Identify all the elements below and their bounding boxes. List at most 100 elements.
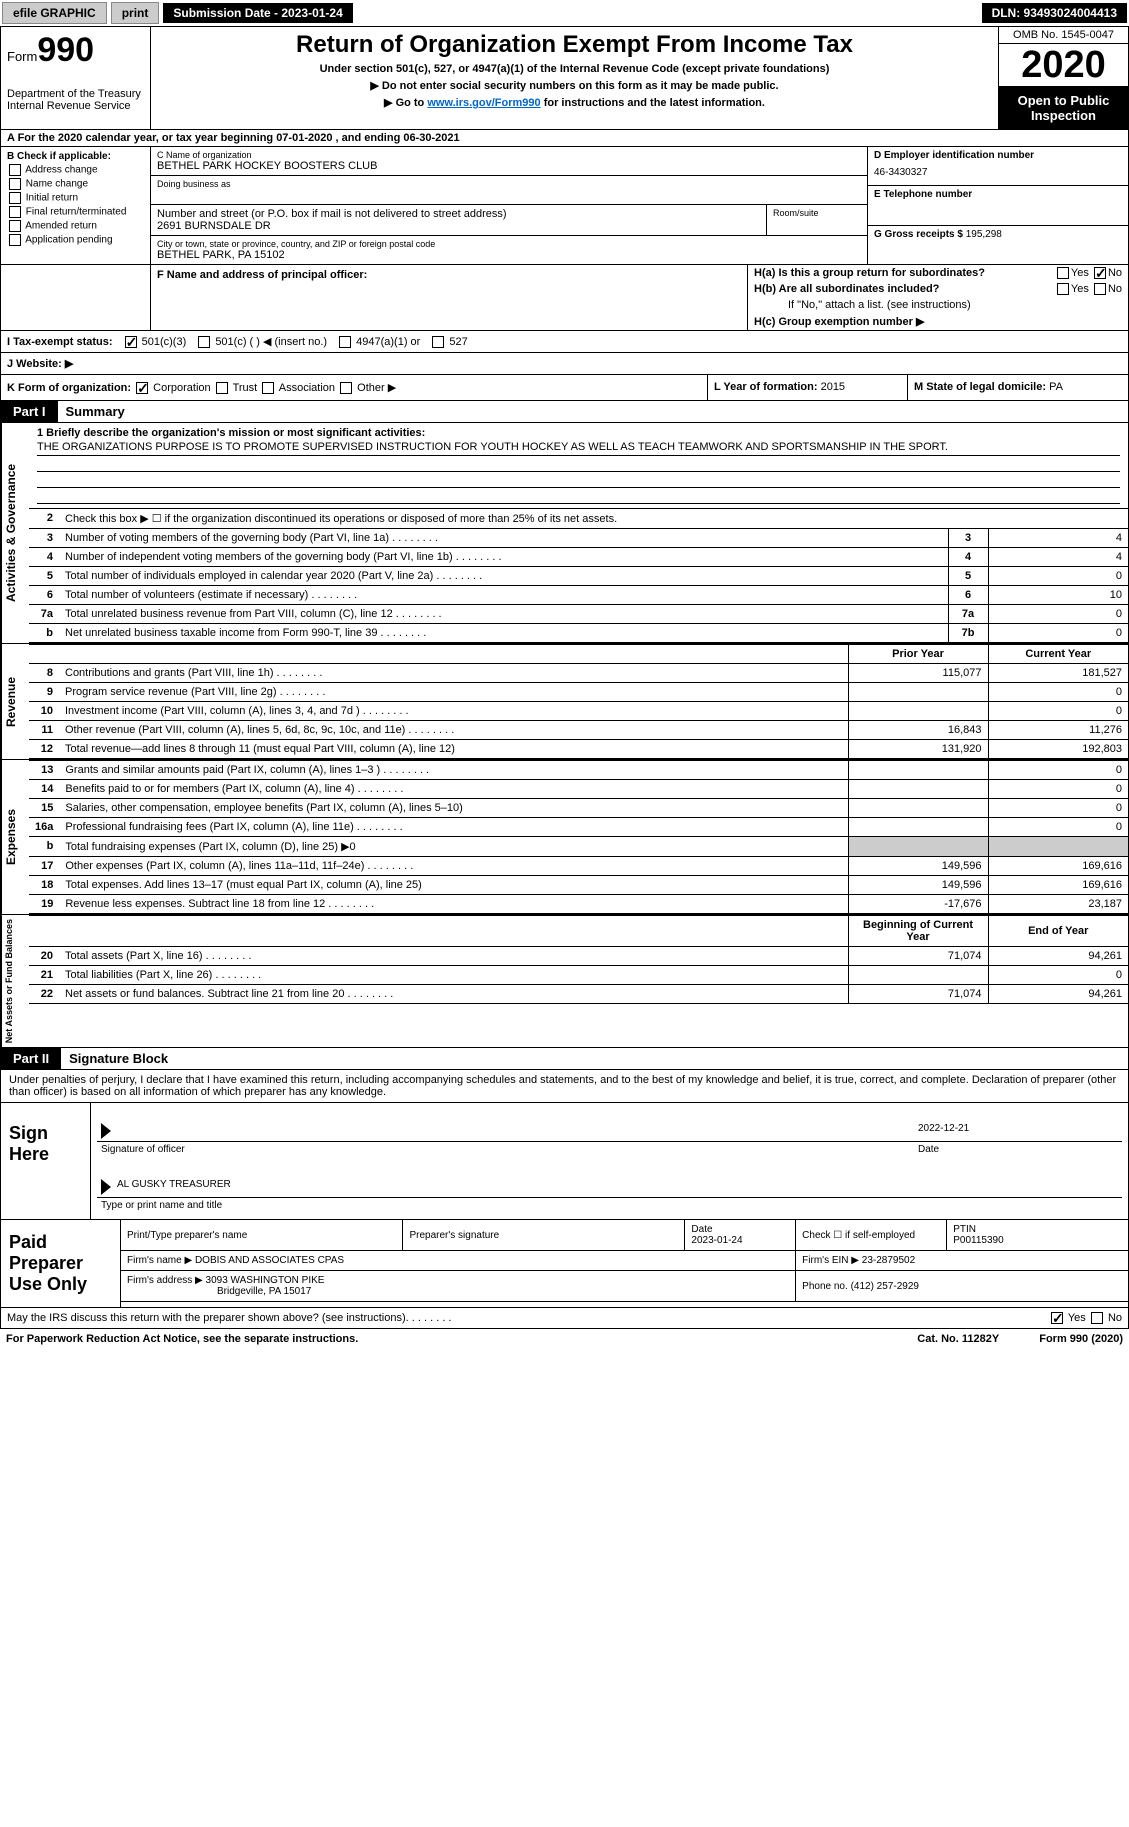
chk-4947[interactable]: 4947(a)(1) or bbox=[337, 336, 420, 348]
table-row: 5Total number of individuals employed in… bbox=[29, 567, 1128, 586]
table-row: 19Revenue less expenses. Subtract line 1… bbox=[29, 895, 1128, 914]
omb-number: OMB No. 1545-0047 bbox=[999, 27, 1128, 44]
table-row: 13Grants and similar amounts paid (Part … bbox=[29, 761, 1128, 780]
h-c: H(c) Group exemption number ▶ bbox=[748, 313, 1128, 330]
print-button[interactable]: print bbox=[111, 2, 160, 24]
paid-preparer-block: Paid Preparer Use Only Print/Type prepar… bbox=[0, 1220, 1129, 1308]
form-header: Form990 Department of the Treasury Inter… bbox=[0, 26, 1129, 130]
side-label-ag: Activities & Governance bbox=[1, 423, 29, 643]
table-row: 4Number of independent voting members of… bbox=[29, 548, 1128, 567]
chk-discuss-yes[interactable] bbox=[1051, 1312, 1063, 1324]
chk-final-return[interactable]: Final return/terminated bbox=[7, 206, 144, 218]
chk-application-pending[interactable]: Application pending bbox=[7, 234, 144, 246]
tax-year-range: A For the 2020 calendar year, or tax yea… bbox=[0, 130, 1129, 147]
revenue-section: Revenue Prior YearCurrent Year 8Contribu… bbox=[0, 644, 1129, 760]
address-label: Number and street (or P.O. box if mail i… bbox=[157, 208, 760, 220]
dba-label: Doing business as bbox=[157, 179, 861, 189]
chk-discuss-no[interactable] bbox=[1091, 1312, 1103, 1324]
chk-initial-return[interactable]: Initial return bbox=[7, 192, 144, 204]
open-inspection: Open to Public Inspection bbox=[999, 87, 1128, 129]
form-org-row: K Form of organization: Corporation Trus… bbox=[0, 375, 1129, 401]
signature-block: Under penalties of perjury, I declare th… bbox=[0, 1070, 1129, 1220]
org-info-grid: B Check if applicable: Address change Na… bbox=[0, 147, 1129, 265]
table-row: 15Salaries, other compensation, employee… bbox=[29, 799, 1128, 818]
h-b: H(b) Are all subordinates included? Yes … bbox=[748, 281, 1128, 297]
activities-governance: Activities & Governance 1 Briefly descri… bbox=[0, 423, 1129, 644]
table-row: Firm's address ▶ 3093 WASHINGTON PIKEBri… bbox=[121, 1271, 1128, 1302]
chk-name-change[interactable]: Name change bbox=[7, 178, 144, 190]
section-b-header: B Check if applicable: bbox=[7, 151, 144, 162]
table-row: 9Program service revenue (Part VIII, lin… bbox=[29, 683, 1128, 702]
submission-date: Submission Date - 2023-01-24 bbox=[163, 3, 352, 23]
table-row: 17Other expenses (Part IX, column (A), l… bbox=[29, 857, 1128, 876]
part-1-header: Part I Summary bbox=[0, 401, 1129, 423]
paperwork-notice: For Paperwork Reduction Act Notice, see … bbox=[6, 1333, 358, 1345]
state-domicile: PA bbox=[1049, 381, 1063, 393]
declaration-text: Under penalties of perjury, I declare th… bbox=[1, 1070, 1128, 1102]
net-assets-section: Net Assets or Fund Balances Beginning of… bbox=[0, 915, 1129, 1048]
chk-amended-return[interactable]: Amended return bbox=[7, 220, 144, 232]
sign-date: 2022-12-21 bbox=[918, 1123, 1118, 1139]
table-row: Firm's name ▶ DOBIS AND ASSOCIATES CPAS … bbox=[121, 1251, 1128, 1271]
h-b-note: If "No," attach a list. (see instruction… bbox=[748, 297, 1128, 313]
form-page: Form 990 (2020) bbox=[1039, 1333, 1123, 1345]
mission-text: THE ORGANIZATIONS PURPOSE IS TO PROMOTE … bbox=[37, 439, 1120, 456]
table-row: 3Number of voting members of the governi… bbox=[29, 529, 1128, 548]
dln: DLN: 93493024004413 bbox=[982, 3, 1127, 23]
table-row: 11Other revenue (Part VIII, column (A), … bbox=[29, 721, 1128, 740]
h-a: H(a) Is this a group return for subordin… bbox=[748, 265, 1128, 281]
ein: 46-3430327 bbox=[874, 167, 1122, 178]
table-row: 8Contributions and grants (Part VIII, li… bbox=[29, 664, 1128, 683]
expenses-section: Expenses 13Grants and similar amounts pa… bbox=[0, 760, 1129, 915]
subtitle-3: ▶ Go to www.irs.gov/Form990 for instruct… bbox=[157, 96, 992, 109]
chk-corporation[interactable]: Corporation bbox=[134, 382, 211, 394]
chk-501c[interactable]: 501(c) ( ) ◀ (insert no.) bbox=[196, 335, 327, 348]
chk-trust[interactable]: Trust bbox=[214, 382, 258, 394]
sig-officer-label: Signature of officer bbox=[101, 1144, 918, 1155]
table-row: 20Total assets (Part X, line 16) . . . .… bbox=[29, 947, 1128, 966]
website-row: J Website: ▶ bbox=[0, 353, 1129, 375]
table-row: 22Net assets or fund balances. Subtract … bbox=[29, 985, 1128, 1004]
table-row: 16aProfessional fundraising fees (Part I… bbox=[29, 818, 1128, 837]
efile-button[interactable]: efile GRAPHIC bbox=[2, 2, 107, 24]
side-label-revenue: Revenue bbox=[1, 644, 29, 759]
chk-association[interactable]: Association bbox=[260, 382, 335, 394]
page-footer: For Paperwork Reduction Act Notice, see … bbox=[0, 1329, 1129, 1349]
principal-officer: F Name and address of principal officer: bbox=[151, 265, 748, 330]
dept-label: Department of the Treasury Internal Reve… bbox=[7, 88, 144, 112]
org-name-label: C Name of organization bbox=[157, 150, 861, 160]
gross-receipts: 195,298 bbox=[966, 229, 1002, 240]
subtitle-1: Under section 501(c), 527, or 4947(a)(1)… bbox=[157, 63, 992, 75]
form-number: Form990 bbox=[7, 31, 144, 70]
form-title: Return of Organization Exempt From Incom… bbox=[157, 31, 992, 59]
cat-no: Cat. No. 11282Y bbox=[917, 1333, 999, 1345]
chk-527[interactable]: 527 bbox=[430, 336, 467, 348]
subtitle-2: ▶ Do not enter social security numbers o… bbox=[157, 79, 992, 92]
part-2-header: Part II Signature Block bbox=[0, 1048, 1129, 1070]
tax-year: 2020 bbox=[999, 44, 1128, 87]
table-row: 6Total number of volunteers (estimate if… bbox=[29, 586, 1128, 605]
sign-here-label: Sign Here bbox=[1, 1103, 91, 1219]
city-state-zip: BETHEL PARK, PA 15102 bbox=[157, 249, 861, 261]
table-row: 10Investment income (Part VIII, column (… bbox=[29, 702, 1128, 721]
ein-label: D Employer identification number bbox=[874, 150, 1122, 161]
date-label: Date bbox=[918, 1144, 1118, 1155]
officer-group-row: F Name and address of principal officer:… bbox=[0, 265, 1129, 331]
year-formation: 2015 bbox=[821, 381, 845, 393]
table-row: 12Total revenue—add lines 8 through 11 (… bbox=[29, 740, 1128, 759]
irs-link[interactable]: www.irs.gov/Form990 bbox=[427, 97, 540, 109]
mission-question: 1 Briefly describe the organization's mi… bbox=[37, 427, 1120, 439]
table-row: 21Total liabilities (Part X, line 26) . … bbox=[29, 966, 1128, 985]
arrow-icon bbox=[101, 1179, 111, 1195]
chk-address-change[interactable]: Address change bbox=[7, 164, 144, 176]
net-assets-table: Beginning of Current YearEnd of Year 20T… bbox=[29, 915, 1128, 1004]
table-row: 7aTotal unrelated business revenue from … bbox=[29, 605, 1128, 624]
table-row: 18Total expenses. Add lines 13–17 (must … bbox=[29, 876, 1128, 895]
table-row: 14Benefits paid to or for members (Part … bbox=[29, 780, 1128, 799]
chk-other[interactable]: Other ▶ bbox=[338, 382, 396, 394]
officer-name: AL GUSKY TREASURER bbox=[117, 1179, 231, 1195]
table-row: bTotal fundraising expenses (Part IX, co… bbox=[29, 837, 1128, 857]
name-title-label: Type or print name and title bbox=[97, 1198, 1122, 1213]
chk-501c3[interactable]: 501(c)(3) bbox=[123, 336, 187, 348]
line-2: Check this box ▶ ☐ if the organization d… bbox=[59, 509, 1128, 529]
